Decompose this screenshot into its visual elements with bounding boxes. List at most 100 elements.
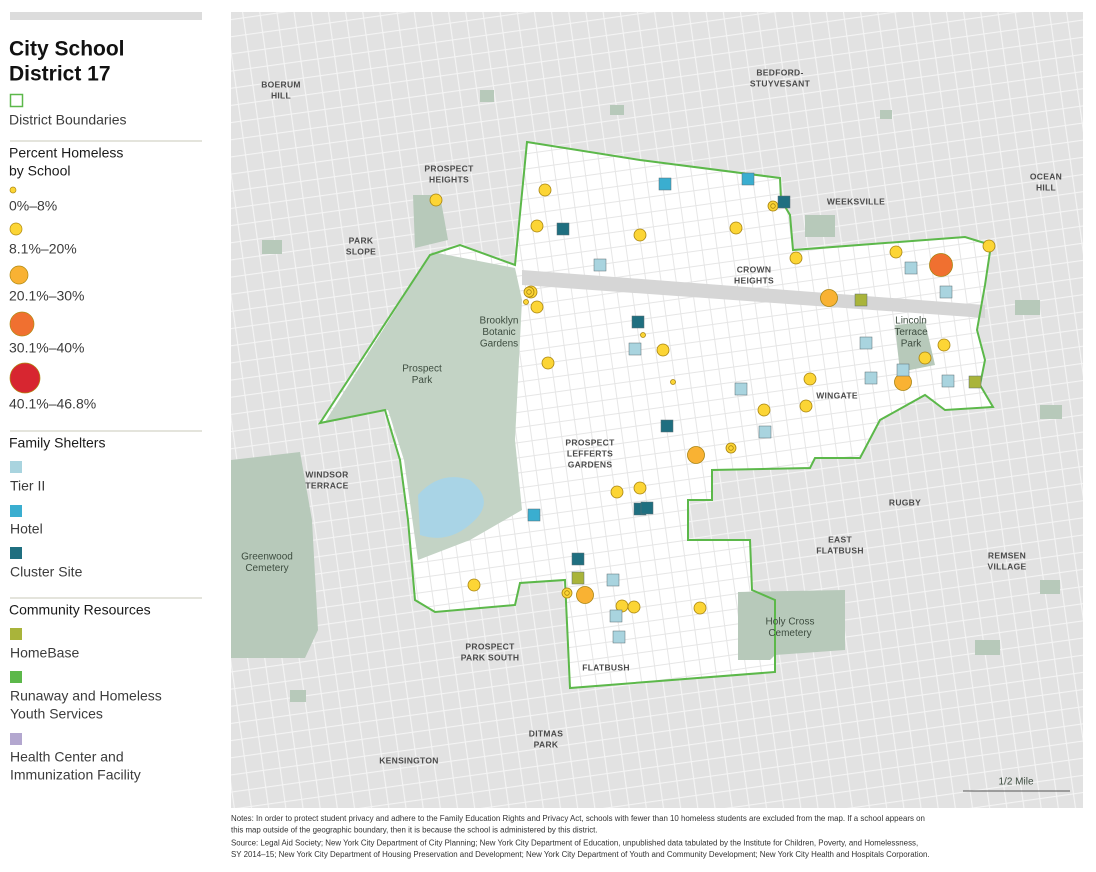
hotel-marker — [527, 508, 541, 522]
school-marker — [889, 245, 903, 259]
tier-ii-marker — [859, 336, 873, 350]
park-label: Cemetery — [768, 628, 811, 639]
section-title: by School — [9, 163, 70, 179]
school-marker — [526, 289, 532, 295]
section-title: Family Shelters — [9, 435, 105, 451]
park-label: Brooklyn — [480, 316, 519, 327]
cluster-marker — [777, 195, 791, 209]
cluster-marker — [631, 315, 645, 329]
neighborhood-label: DITMAS — [529, 728, 563, 738]
school-marker — [803, 372, 817, 386]
neighborhood-label: PROSPECT — [424, 163, 474, 173]
neighborhood-label: CROWN — [737, 264, 772, 274]
tier-ii-marker — [864, 371, 878, 385]
school-marker — [541, 356, 555, 370]
school-marker — [610, 485, 624, 499]
legend-circle — [9, 186, 17, 194]
note-line: this map outside of the geographic bound… — [231, 825, 598, 834]
tier-ii-marker — [606, 573, 620, 587]
neighborhood-label: HILL — [271, 90, 291, 100]
school-marker — [757, 403, 771, 417]
cluster-marker — [640, 501, 654, 515]
homebase-marker — [968, 375, 982, 389]
scale-label: 1/2 Mile — [998, 777, 1033, 788]
tier-ii-marker — [628, 342, 642, 356]
legend-square — [10, 505, 22, 517]
cluster-marker — [556, 222, 570, 236]
section-title: Percent Homeless — [9, 145, 123, 161]
legend-label: Hotel — [10, 521, 43, 537]
legend-label: Cluster Site — [10, 564, 83, 580]
school-marker — [633, 481, 647, 495]
legend-label: 30.1%–40% — [9, 340, 85, 356]
district-boundary — [317, 140, 995, 690]
map-labels: BOERUMHILLBEDFORD-STUYVESANTPROSPECTHEIG… — [241, 67, 1062, 787]
school-marker — [929, 253, 953, 277]
eastern-parkway — [522, 270, 985, 318]
legend-circle — [9, 265, 29, 285]
school-marker — [693, 601, 707, 615]
neighborhood-label: VILLAGE — [988, 561, 1027, 571]
tier-ii-marker — [593, 258, 607, 272]
legend-circle — [9, 362, 41, 394]
neighborhood-label: WINDSOR — [305, 469, 348, 479]
neighborhood-label: OCEAN — [1030, 171, 1062, 181]
legend-label: 0%–8% — [9, 198, 57, 214]
school-marker — [729, 221, 743, 235]
park-label: Park — [412, 375, 434, 386]
hotel-marker — [741, 172, 755, 186]
neighborhood-label: WINGATE — [816, 390, 858, 400]
neighborhood-label: TERRACE — [305, 480, 348, 490]
neighborhood-label: PROSPECT — [465, 641, 515, 651]
park-label: Lincoln — [895, 316, 927, 327]
school-marker — [576, 586, 594, 604]
legend-label: Immunization Facility — [10, 767, 141, 783]
tier-ii-marker — [896, 363, 910, 377]
school-marker — [523, 299, 529, 305]
neighborhood-label: REMSEN — [988, 550, 1026, 560]
green-spaces — [231, 90, 1062, 702]
park-label: Botanic — [482, 327, 515, 338]
homebase-marker — [571, 571, 585, 585]
legend-label: 40.1%–46.8% — [9, 396, 96, 412]
school-marker — [728, 445, 734, 451]
neighborhood-label: SLOPE — [346, 246, 376, 256]
school-marker — [656, 343, 670, 357]
neighborhood-label: FLATBUSH — [582, 662, 630, 672]
legend-square — [10, 461, 22, 473]
title: District 17 — [9, 63, 111, 86]
title: City School — [9, 38, 125, 61]
legend-label: HomeBase — [10, 645, 79, 661]
cluster-marker — [660, 419, 674, 433]
legend-label: 8.1%–20% — [9, 241, 77, 257]
neighborhood-label: EAST — [828, 534, 852, 544]
park-label: Greenwood — [241, 552, 293, 563]
school-marker — [670, 379, 676, 385]
legend-circle — [9, 222, 23, 236]
park-label: Holy Cross — [766, 617, 815, 628]
legend-square — [10, 671, 22, 683]
legend-label: Health Center and — [10, 749, 124, 765]
tier-ii-marker — [612, 630, 626, 644]
cluster-marker — [571, 552, 585, 566]
neighborhood-label: GARDENS — [568, 459, 613, 469]
school-marker — [770, 203, 776, 209]
neighborhood-label: PARK — [349, 235, 374, 245]
neighborhood-label: BEDFORD- — [756, 67, 803, 77]
legend-square — [10, 628, 22, 640]
neighborhood-label: HEIGHTS — [429, 174, 469, 184]
tier-ii-marker — [609, 609, 623, 623]
legend-label: 20.1%–30% — [9, 288, 85, 304]
school-marker — [530, 219, 544, 233]
tier-ii-marker — [734, 382, 748, 396]
map: BOERUMHILLBEDFORD-STUYVESANTPROSPECTHEIG… — [231, 12, 1083, 808]
hotel-marker — [658, 177, 672, 191]
park-label: Cemetery — [245, 563, 288, 574]
note-line: SY 2014–15; New York City Department of … — [231, 850, 930, 859]
tier-ii-marker — [939, 285, 953, 299]
school-marker — [429, 193, 443, 207]
school-marker — [687, 446, 705, 464]
park-label: Park — [901, 339, 923, 350]
park-label: Prospect — [402, 364, 442, 375]
neighborhood-label: KENSINGTON — [379, 755, 439, 765]
